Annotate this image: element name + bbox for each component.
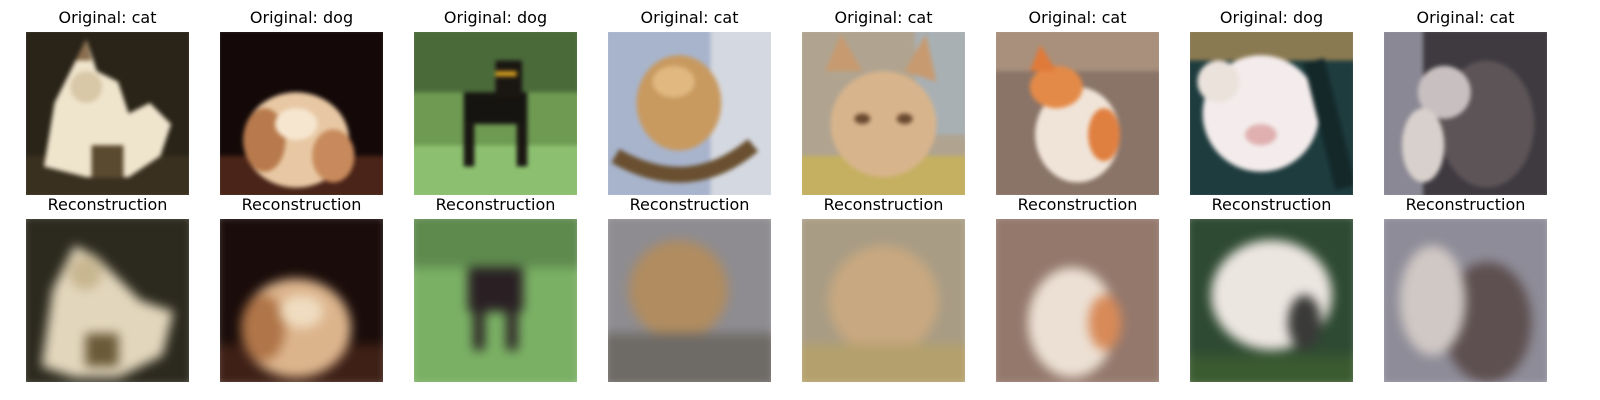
- original-image-8: [1384, 32, 1547, 195]
- original-image-2: [220, 32, 383, 195]
- original-image-6: [996, 32, 1159, 195]
- original-title-1: Original: cat: [58, 8, 157, 27]
- reconstruction-title-4: Reconstruction: [629, 195, 750, 214]
- original-image-3: [414, 32, 577, 195]
- reconstruction-image-2: [220, 219, 383, 382]
- original-title-5: Original: cat: [834, 8, 933, 27]
- reconstruction-image-8: [1384, 219, 1547, 382]
- original-title-8: Original: cat: [1416, 8, 1515, 27]
- reconstruction-image-4: [608, 219, 771, 382]
- original-title-3: Original: dog: [443, 8, 548, 27]
- reconstruction-title-3: Reconstruction: [435, 195, 556, 214]
- original-image-1: [26, 32, 189, 195]
- reconstruction-title-2: Reconstruction: [241, 195, 362, 214]
- original-image-7: [1190, 32, 1353, 195]
- reconstruction-image-6: [996, 219, 1159, 382]
- original-image-5: [802, 32, 965, 195]
- reconstruction-image-7: [1190, 219, 1353, 382]
- reconstruction-title-6: Reconstruction: [1017, 195, 1138, 214]
- reconstruction-image-5: [802, 219, 965, 382]
- original-title-7: Original: dog: [1219, 8, 1324, 27]
- original-title-4: Original: cat: [640, 8, 739, 27]
- reconstruction-image-1: [26, 219, 189, 382]
- reconstruction-title-8: Reconstruction: [1405, 195, 1526, 214]
- reconstruction-title-7: Reconstruction: [1211, 195, 1332, 214]
- original-image-4: [608, 32, 771, 195]
- original-title-2: Original: dog: [249, 8, 354, 27]
- reconstruction-title-1: Reconstruction: [47, 195, 168, 214]
- original-title-6: Original: cat: [1028, 8, 1127, 27]
- reconstruction-image-3: [414, 219, 577, 382]
- reconstruction-title-5: Reconstruction: [823, 195, 944, 214]
